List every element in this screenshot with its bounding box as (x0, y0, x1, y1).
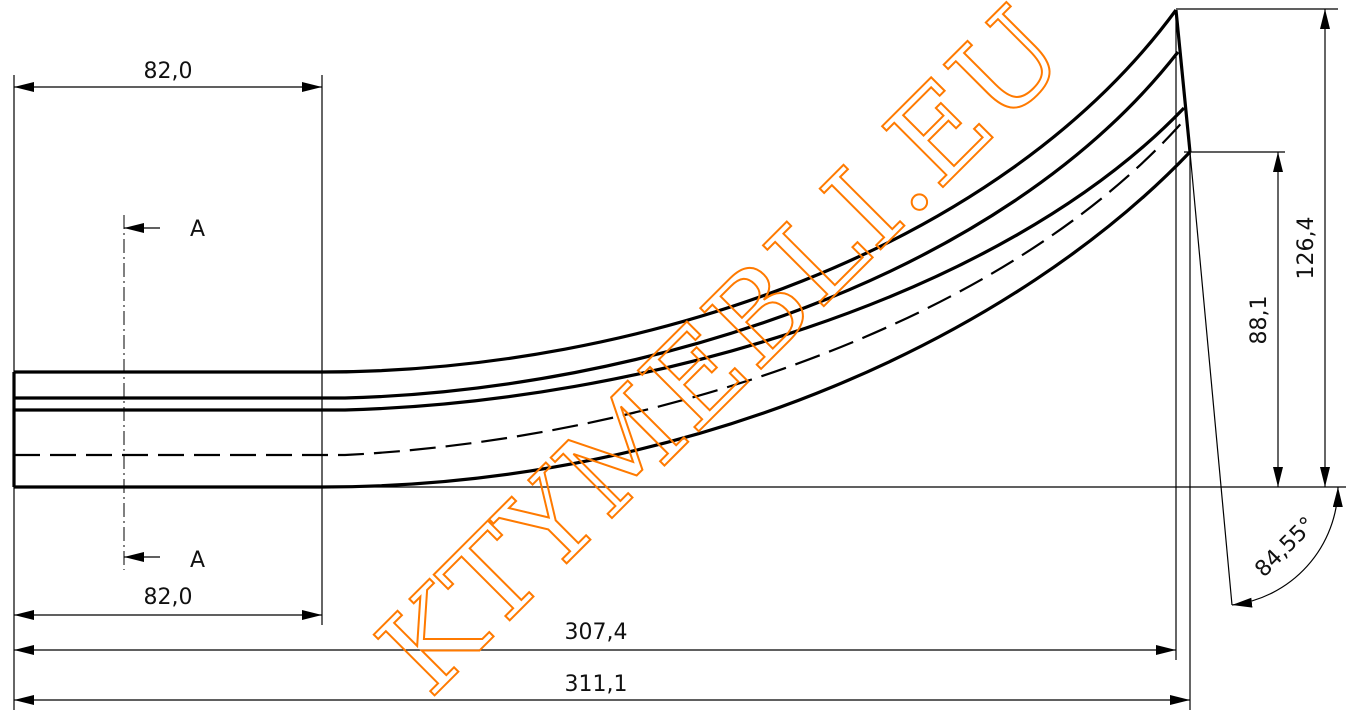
dim-angle: 84,55° (1250, 512, 1320, 582)
section-a-a: A A (123, 215, 205, 573)
dim-311: 311,1 (565, 672, 628, 697)
dim-88: 88,1 (1247, 296, 1272, 345)
section-label-top: A (190, 217, 205, 242)
profile-line-3 (14, 106, 1186, 412)
section-label-bottom: A (190, 548, 205, 573)
extension-lines (13, 8, 1346, 710)
dim-307: 307,4 (565, 620, 628, 645)
profile-right-end (1174, 9, 1192, 153)
dim-126: 126,4 (1294, 217, 1319, 280)
dimension-lines (14, 9, 1343, 705)
dim-bottom-82: 82,0 (144, 585, 193, 610)
watermark: KTYMEBLI.EU (352, 0, 1092, 710)
profile-top-edge (14, 9, 1178, 374)
profile-bottom-edge (14, 150, 1192, 489)
dim-top-82: 82,0 (144, 59, 193, 84)
profile-line-2 (14, 51, 1180, 400)
dim-arc-angle (1231, 486, 1343, 608)
profile-centerline-dashed (14, 117, 1187, 457)
